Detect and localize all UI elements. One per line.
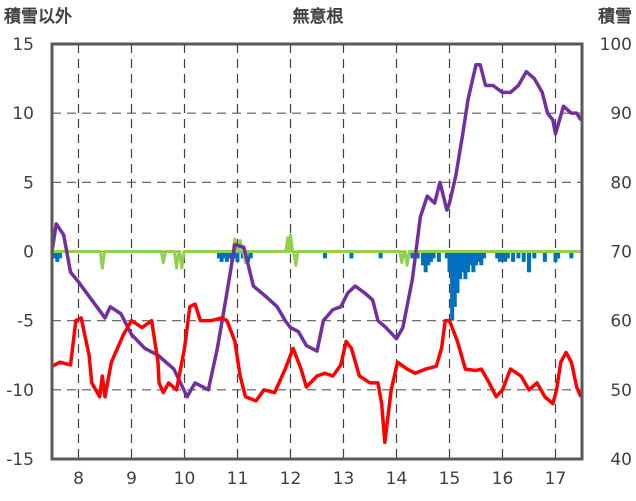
snow-bar <box>423 251 428 273</box>
snow-bar <box>426 251 431 266</box>
snow-bar <box>495 251 500 259</box>
snow-bar <box>222 251 227 259</box>
snow-bar <box>556 251 561 259</box>
right-tick-label: 50 <box>610 381 632 401</box>
snow-bar <box>455 251 460 293</box>
left-axis-title: 積雪以外 <box>4 6 72 27</box>
x-tick-label: 17 <box>545 469 567 489</box>
left-tick-label: 15 <box>12 35 34 55</box>
left-tick-label: -15 <box>6 450 34 470</box>
x-tick-label: 12 <box>280 469 302 489</box>
snow-bar <box>52 251 57 259</box>
x-tick-label: 13 <box>333 469 355 489</box>
snow-bar <box>428 251 433 262</box>
snow-bar <box>436 251 441 262</box>
right-tick-label: 90 <box>610 104 632 124</box>
chart-title: 無意根 <box>293 6 344 27</box>
snow-bar <box>458 251 463 280</box>
left-tick-label: 10 <box>12 104 34 124</box>
snow-bar <box>349 251 354 259</box>
snow-bar <box>479 251 484 266</box>
snow-bar <box>481 251 486 259</box>
snow-bar <box>553 251 558 262</box>
green-series-line <box>52 233 582 270</box>
snow-bar <box>527 251 531 273</box>
snow-bar <box>460 251 465 273</box>
snow-bar <box>474 251 478 266</box>
snow-bar <box>447 251 452 273</box>
red-series-line <box>51 302 583 445</box>
snow-bar <box>421 251 425 266</box>
snow-bar <box>57 251 62 259</box>
left-tick-label: 0 <box>23 243 34 263</box>
x-tick-label: 15 <box>439 469 461 489</box>
snow-bar <box>532 251 537 259</box>
snow-bar <box>500 251 505 259</box>
snow-bar <box>569 251 574 259</box>
snow-bar <box>227 251 232 259</box>
snow-bar <box>235 251 240 262</box>
snow-bar <box>505 251 510 259</box>
x-tick-label: 10 <box>174 469 196 489</box>
snow-bar <box>468 251 473 266</box>
x-tick-label: 9 <box>126 469 137 489</box>
right-tick-label: 60 <box>610 312 632 332</box>
snow-bar <box>497 251 502 262</box>
right-tick-label: 100 <box>600 35 632 55</box>
right-tick-label: 80 <box>610 173 632 193</box>
right-tick-label: 70 <box>610 243 632 263</box>
snow-bar <box>431 251 436 259</box>
snow-bar <box>216 251 221 259</box>
snow-bar <box>511 251 516 262</box>
snow-bar <box>378 251 383 259</box>
x-tick-label: 16 <box>492 469 514 489</box>
snow-bar <box>471 251 476 273</box>
snow-bar <box>476 251 481 262</box>
snow-bar <box>450 251 455 321</box>
snow-bar <box>415 251 420 259</box>
x-tick-label: 8 <box>73 469 84 489</box>
series-layer <box>50 63 583 445</box>
snow-bar <box>503 251 508 262</box>
snow-bar <box>55 251 60 262</box>
x-tick-label: 14 <box>386 469 408 489</box>
snow-bar <box>444 251 449 259</box>
snow-bar <box>542 251 547 262</box>
snow-bar <box>224 251 229 262</box>
right-axis-title: 積雪 <box>598 6 632 27</box>
snow-bar <box>452 251 457 307</box>
snow-bar <box>521 251 526 262</box>
plot-frame <box>50 42 584 461</box>
left-tick-label: -5 <box>17 312 34 332</box>
snow-bar <box>466 251 471 273</box>
snow-bar <box>248 251 253 259</box>
snow-bar <box>219 251 224 262</box>
left-tick-label: -10 <box>6 381 34 401</box>
left-tick-label: 5 <box>23 173 34 193</box>
snow-bar <box>322 251 327 259</box>
snow-bar <box>516 251 521 259</box>
right-tick-label: 40 <box>610 450 632 470</box>
x-tick-label: 11 <box>227 469 249 489</box>
snow-bar <box>463 251 468 280</box>
snow-bar <box>410 251 415 259</box>
